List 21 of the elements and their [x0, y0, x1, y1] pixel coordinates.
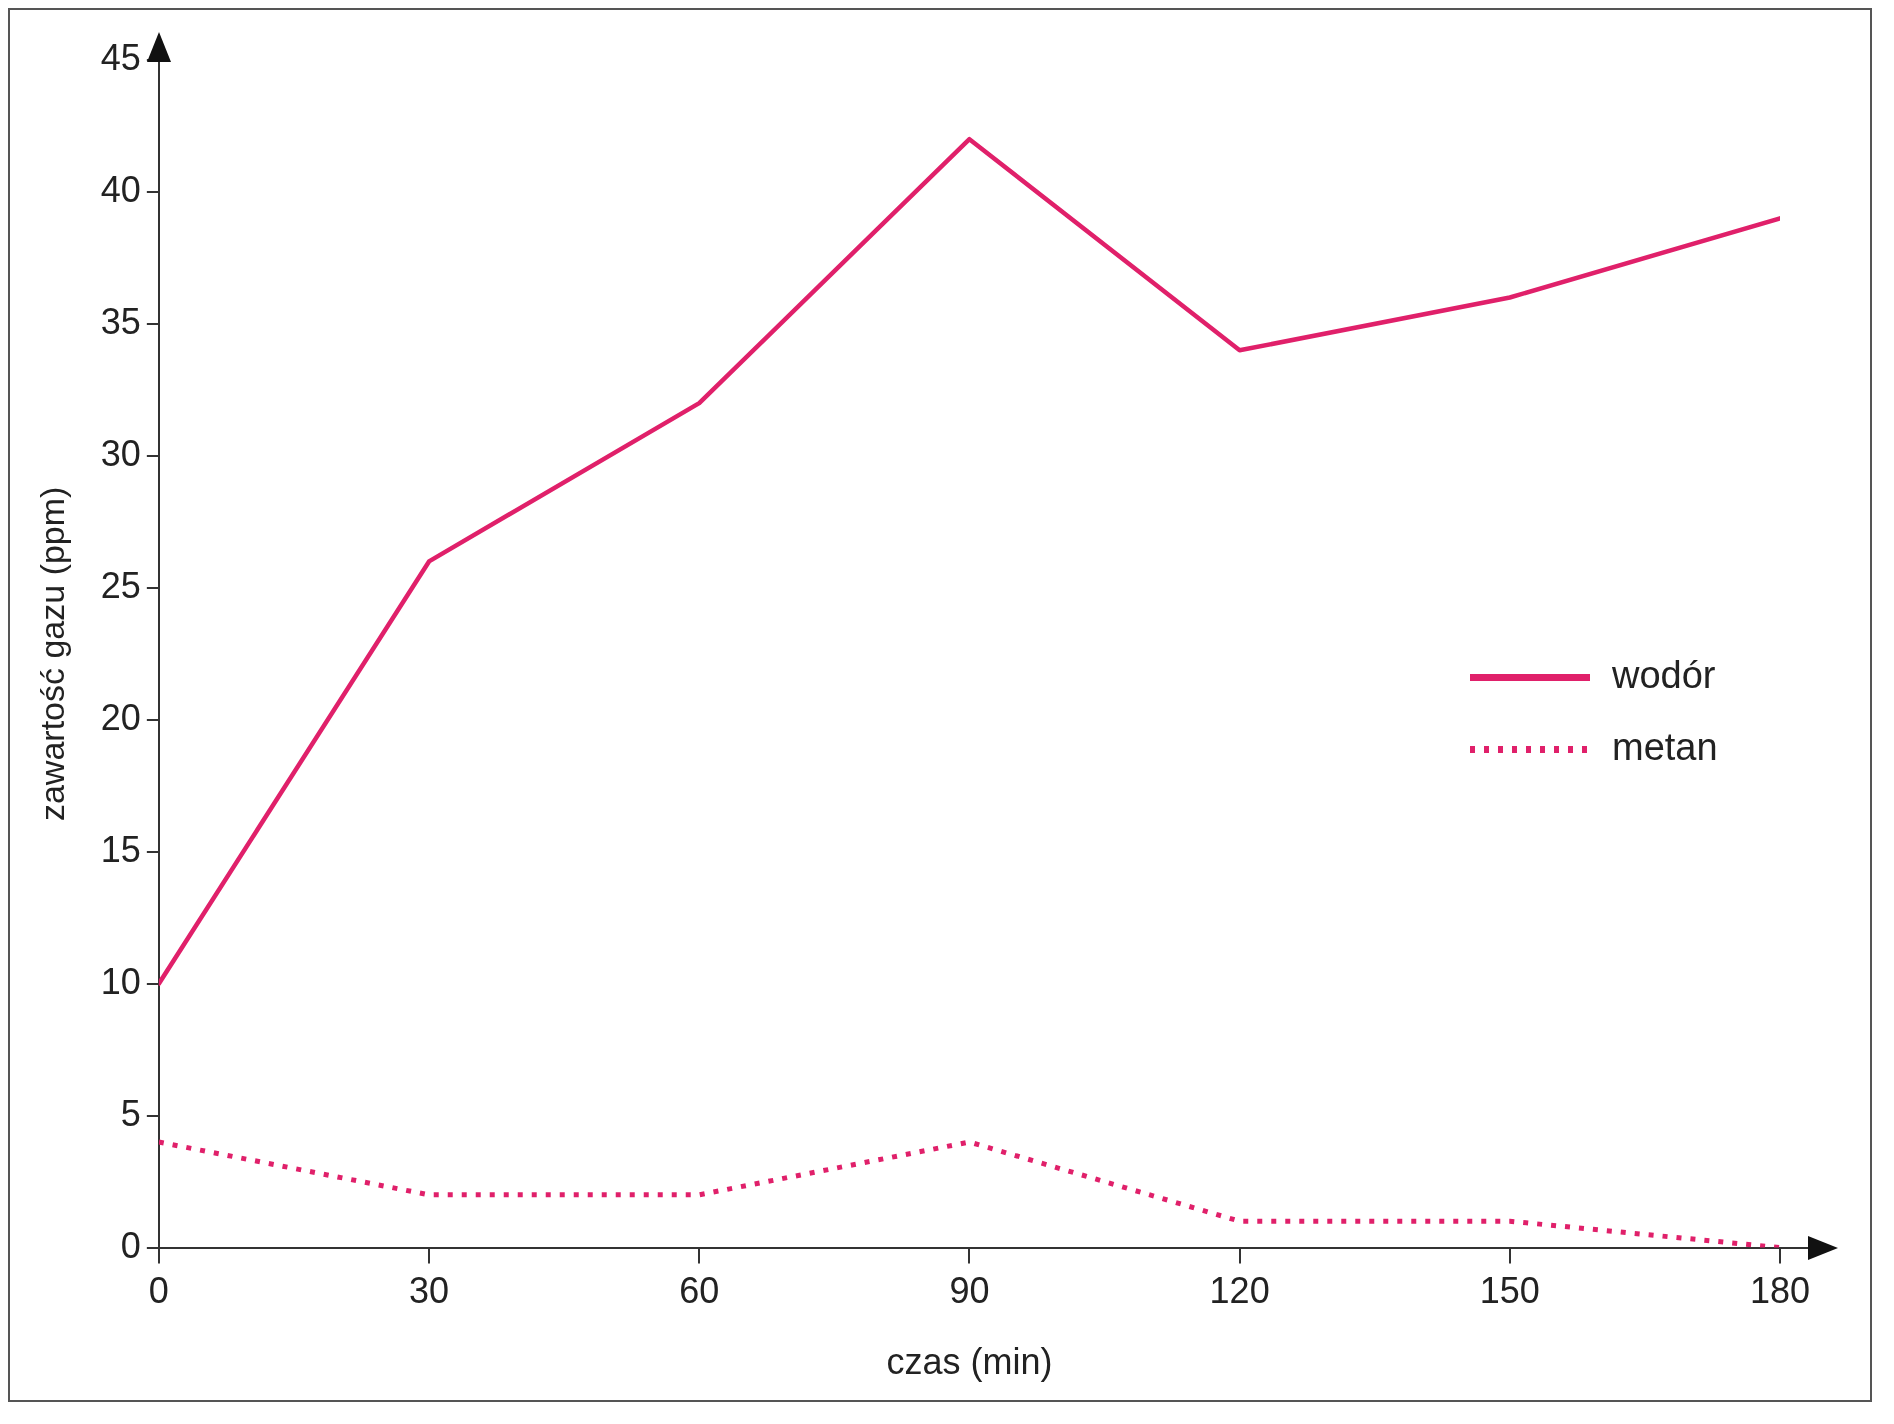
y-tick-label: 15	[100, 828, 141, 870]
y-tick-label: 10	[100, 960, 141, 1002]
x-tick-label: 30	[409, 1270, 450, 1312]
legend-label: metan	[1612, 726, 1718, 769]
x-tick-label: 150	[1479, 1270, 1540, 1312]
y-tick-label: 20	[100, 696, 141, 738]
x-axis-title: czas (min)	[886, 1341, 1053, 1383]
x-tick-label: 0	[148, 1270, 169, 1312]
x-tick-label: 180	[1749, 1270, 1811, 1312]
y-tick-label: 35	[100, 300, 141, 342]
x-tick-label: 90	[949, 1270, 990, 1312]
legend-label: wodór	[1611, 654, 1716, 697]
x-tick-label: 120	[1209, 1270, 1270, 1312]
y-tick-label: 30	[100, 432, 141, 474]
y-tick-label: 40	[100, 168, 141, 210]
y-tick-label: 25	[100, 564, 141, 606]
y-axis-title: zawartość gazu (ppm)	[32, 486, 71, 822]
y-tick-label: 0	[120, 1224, 141, 1266]
y-tick-label: 45	[100, 36, 141, 78]
y-tick-label: 5	[120, 1092, 141, 1134]
x-tick-label: 60	[679, 1270, 720, 1312]
